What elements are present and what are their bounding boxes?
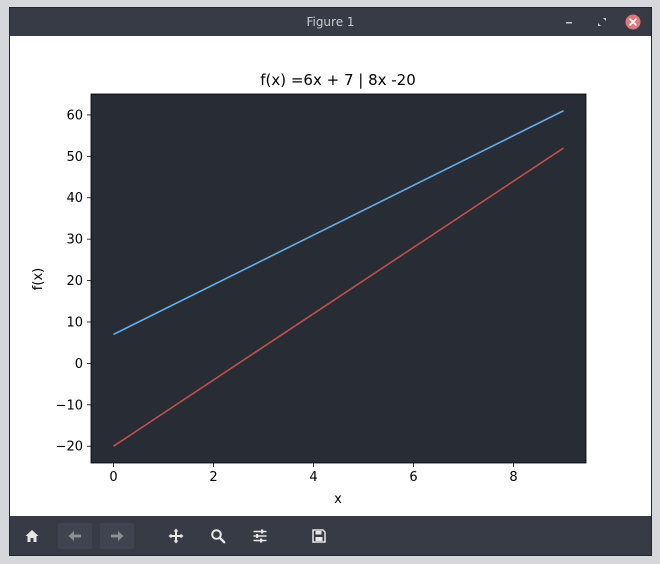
y-tick-label: 20 [66,274,83,289]
zoom-button[interactable] [201,523,235,549]
maximize-icon [598,18,606,26]
arrow-right-icon [111,531,124,541]
x-tick-label: 6 [409,470,417,485]
save-icon [312,529,326,543]
save-button[interactable] [302,523,336,549]
configure-subplots-button[interactable] [243,523,277,549]
sliders-icon [253,529,267,543]
y-tick-label: 10 [66,315,83,330]
home-icon [25,530,39,542]
plot-area[interactable] [90,93,587,464]
arrow-left-icon [68,531,81,541]
y-tick-label: 30 [66,233,83,248]
window-title: Figure 1 [306,15,355,29]
x-tick-label: 8 [509,470,517,485]
forward-button[interactable] [100,523,134,549]
line-chart: f(x) =6x + 7 | 8x -20 0 2 4 6 8 −20 −10 0 10 20 30… [31,71,587,507]
maximize-button[interactable] [594,14,610,30]
y-tick-label: −20 [56,440,83,455]
series-line-1 [113,110,564,336]
y-tick-label: −10 [56,398,83,413]
close-icon [625,14,641,30]
figure-window: Figure 1 f(x) =6x + 7 | 8x -20 0 2 4 6 8 −20 −… [10,8,651,555]
x-axis-label: x [334,492,342,507]
y-tick-label: 50 [66,150,83,165]
y-tick-label: 60 [66,108,83,123]
zoom-icon [211,529,226,544]
title-bar[interactable]: Figure 1 [10,8,651,36]
navigation-toolbar [10,516,651,555]
minimize-button[interactable] [561,14,577,30]
chart-title: f(x) =6x + 7 | 8x -20 [260,71,416,89]
home-button[interactable] [15,523,49,549]
minimize-icon [566,22,572,24]
y-axis-label: f(x) [31,268,46,290]
figure-canvas[interactable]: f(x) =6x + 7 | 8x -20 0 2 4 6 8 −20 −10 0 10 20 30… [10,36,651,516]
move-icon [168,528,184,544]
x-tick-label: 4 [309,470,317,485]
back-button[interactable] [58,523,92,549]
y-tick-label: 0 [75,357,83,372]
series-line-2 [113,147,564,447]
x-tick-label: 2 [209,470,217,485]
x-tick-label: 0 [109,470,117,485]
close-button[interactable] [625,14,641,30]
pan-button[interactable] [159,523,193,549]
y-tick-label: 40 [66,191,83,206]
